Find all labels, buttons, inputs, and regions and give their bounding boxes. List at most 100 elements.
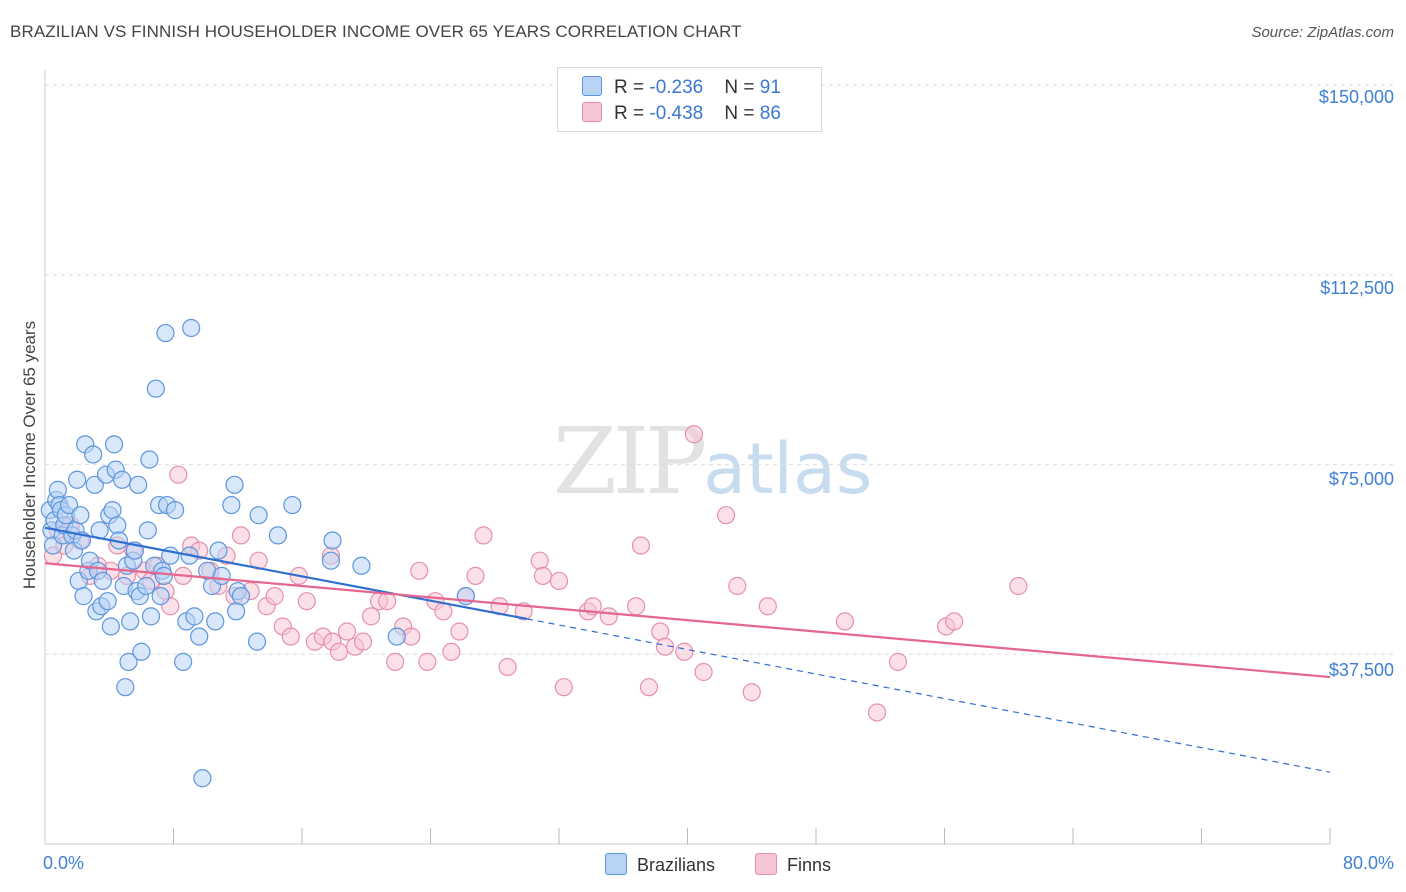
brazilians-point	[112, 470, 132, 489]
legend-n-label: N =	[724, 77, 760, 98]
finns-point	[361, 607, 381, 626]
legend-r-value: -0.236	[649, 77, 704, 98]
brazilians-point	[98, 592, 117, 611]
brazilians-point	[59, 495, 79, 515]
finns-point	[265, 587, 284, 606]
finns-point	[675, 642, 694, 661]
brazilians-point	[182, 318, 201, 338]
finns-point	[297, 592, 316, 611]
finns-point	[337, 622, 357, 641]
source-label: Source: ZipAtlas.com	[1251, 24, 1394, 41]
brazilians-point	[212, 566, 231, 585]
finns-point	[888, 652, 908, 671]
brazilians-point	[85, 475, 104, 494]
y-tick-label-112500: $112,500	[1320, 278, 1394, 298]
brazilians-point	[151, 587, 170, 606]
brazilians-point	[185, 607, 204, 626]
brazilians-point	[129, 475, 148, 494]
watermark: ZIPatlas	[553, 408, 872, 515]
brazilians-point	[74, 587, 93, 606]
finns-point	[758, 597, 777, 616]
brazilians-legend-swatch	[605, 853, 627, 875]
finns-point	[498, 657, 517, 677]
brazilians-point	[156, 323, 175, 343]
y-axis-title: Householder Income Over 65 years	[20, 320, 39, 590]
finns-point	[410, 561, 429, 580]
legend-n-value: 86	[759, 103, 781, 124]
brazilians-point	[108, 516, 127, 535]
finns-trend-line	[44, 562, 1331, 679]
brazilians-point	[93, 571, 112, 591]
brazilians-point	[119, 652, 138, 671]
finns-point	[418, 652, 437, 671]
finns-point	[466, 566, 485, 585]
brazilians-point	[84, 445, 103, 464]
brazilians-point	[104, 435, 124, 454]
y-tick-label-75000: $75,000	[1328, 469, 1394, 489]
brazilians-point	[249, 506, 268, 525]
x-tick-label-min: 0.0%	[43, 853, 85, 873]
brazilians-point	[387, 627, 406, 646]
watermark-atlas: atlas	[703, 428, 873, 510]
finns-point	[728, 576, 747, 596]
finns-legend-label: Finns	[787, 855, 832, 875]
brazilians-point	[121, 612, 140, 631]
brazilians-point	[154, 566, 173, 585]
finns-point	[549, 571, 569, 591]
brazilians-point	[206, 612, 225, 631]
finns-point	[434, 602, 453, 621]
finns-point	[716, 506, 736, 525]
brazilians-point	[209, 541, 228, 560]
brazilians-point	[268, 526, 288, 545]
finns-point	[378, 592, 397, 611]
brazilians-point	[227, 602, 246, 621]
finns-point	[231, 526, 251, 545]
finns-point	[867, 703, 887, 722]
finns-point	[450, 622, 469, 641]
finns-point	[533, 566, 553, 585]
legend-row-brazilians: R = -0.236 N = 91	[582, 76, 781, 100]
brazilians-point	[222, 495, 241, 515]
x-tick-label-max: 80.0%	[1342, 853, 1394, 873]
finns-point	[694, 662, 713, 682]
stats-legend: R = -0.236 N = 91 R = -0.438 N = 86	[557, 67, 822, 132]
bottom-legend-finns: Finns	[755, 853, 831, 876]
legend-r-value: -0.438	[649, 103, 704, 124]
brazilians-point	[174, 652, 193, 671]
finns-point	[353, 632, 373, 651]
finns-point	[651, 622, 670, 641]
finns-point	[1009, 576, 1028, 596]
brazilians-point	[193, 769, 212, 788]
brazilians-point	[231, 587, 251, 606]
brazilians-point	[138, 521, 157, 540]
finns-point	[329, 642, 349, 661]
axes	[44, 70, 1331, 845]
brazilians-point	[101, 617, 120, 636]
brazilians-point	[247, 632, 267, 651]
watermark-zip: ZIP	[553, 408, 707, 515]
legend-n-label: N =	[724, 103, 760, 124]
brazilians-point	[225, 475, 244, 494]
brazilians-trend-line	[44, 526, 528, 620]
brazilians-trend-extension	[526, 618, 1331, 773]
brazilians-legend-label: Brazilians	[637, 855, 716, 875]
brazilians-point	[140, 450, 159, 469]
y-tick-label-37500: $37,500	[1328, 660, 1394, 680]
finns-points	[43, 425, 1028, 722]
legend-row-finns: R = -0.438 N = 86	[582, 102, 781, 126]
finns-point	[169, 465, 188, 484]
chart-title: BRAZILIAN VS FINNISH HOUSEHOLDER INCOME …	[10, 22, 742, 41]
finns-point	[281, 627, 300, 646]
bottom-legend-brazilians: Brazilians	[605, 853, 715, 876]
brazilians-point	[321, 551, 341, 570]
finns-point	[684, 425, 704, 444]
gridlines	[45, 84, 1395, 655]
brazilians-swatch	[582, 76, 602, 96]
brazilians-point	[132, 642, 151, 661]
finns-point	[835, 612, 855, 631]
finns-point	[474, 526, 493, 545]
brazilians-point	[323, 531, 342, 550]
brazilians-point	[48, 480, 67, 499]
legend-n-value: 91	[759, 77, 781, 98]
